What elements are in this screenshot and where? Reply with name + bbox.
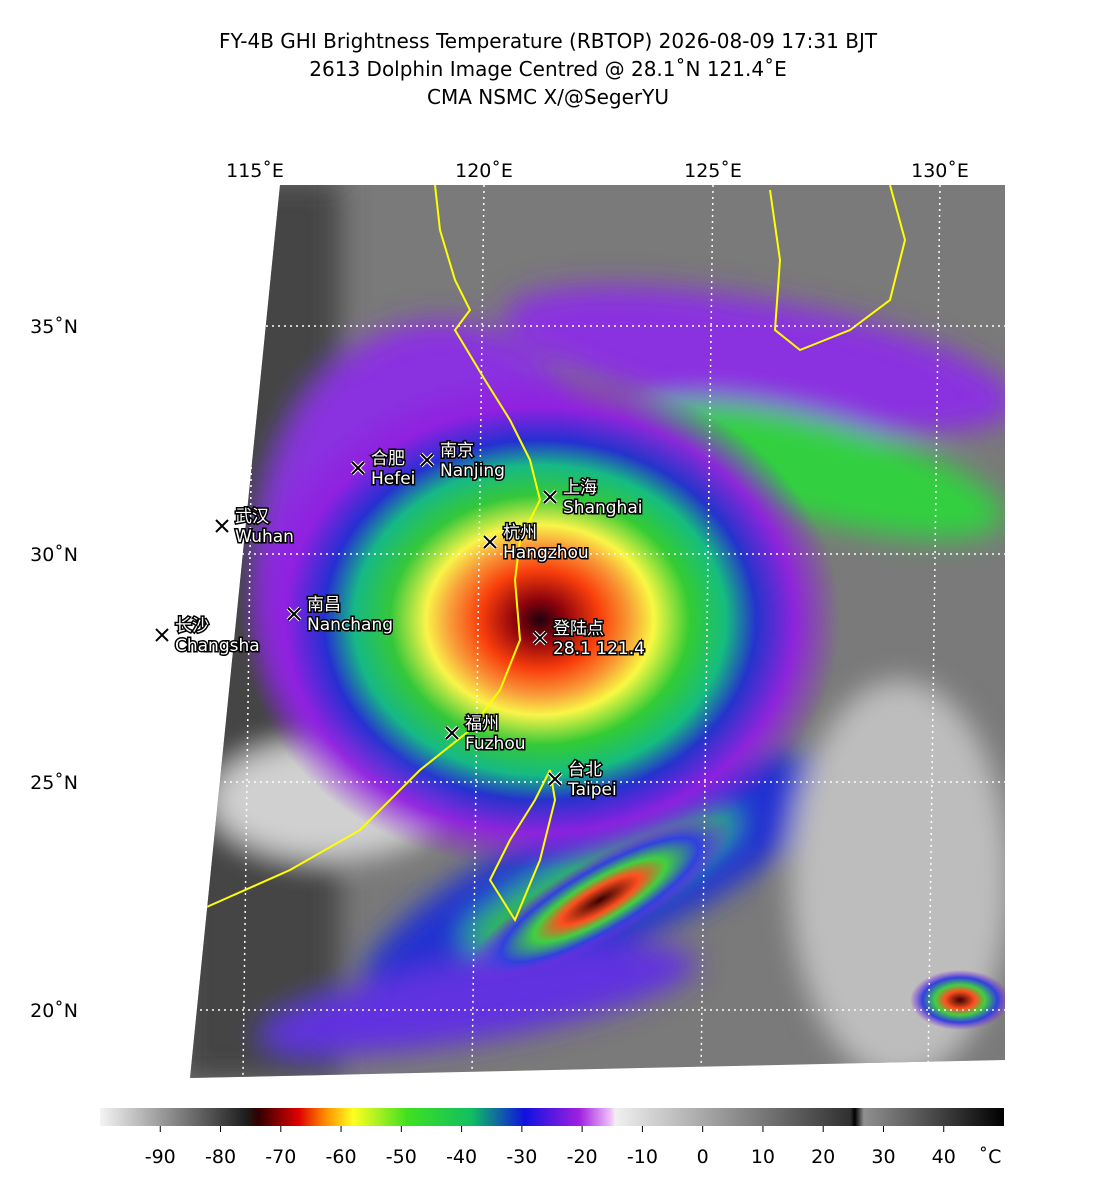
korea-japan	[769, 185, 907, 352]
place-marker	[445, 726, 459, 740]
colorbar-tick-label: 30	[871, 1146, 895, 1168]
place-marker	[420, 453, 434, 467]
colorbar-tick-label: -50	[386, 1146, 417, 1168]
place-name-zh: 长沙	[175, 616, 209, 636]
colorbar	[100, 1108, 1004, 1126]
title-line: 2613 Dolphin Image Centred @ 28.1˚N 121.…	[309, 57, 786, 81]
colorbar-tick-label: -40	[446, 1146, 477, 1168]
place-marker	[155, 628, 169, 642]
lon-label: 115˚E	[226, 160, 284, 182]
place-marker	[543, 490, 557, 504]
colorbar-tick-label: -30	[506, 1146, 537, 1168]
place-name-zh: 上海	[563, 478, 597, 498]
place-name-zh: 福州	[465, 714, 499, 734]
place-name-en: Wuhan	[235, 527, 294, 547]
meridian	[242, 184, 256, 1076]
place-name-zh: 登陆点	[553, 619, 604, 639]
colorbar-tick-label: -20	[567, 1146, 598, 1168]
place-name-en: 28.1 121.4	[553, 639, 645, 659]
title-line: FY-4B GHI Brightness Temperature (RBTOP)…	[219, 29, 878, 53]
place-name-en: Hangzhou	[503, 543, 589, 563]
place-name-en: Hefei	[371, 469, 415, 489]
meridian	[700, 184, 714, 1076]
place-marker	[533, 631, 547, 645]
place-name-zh: 武汉	[235, 507, 269, 527]
taiwan	[488, 769, 557, 923]
colorbar-tick-label: 10	[751, 1146, 775, 1168]
colorbar-tick-label: 20	[811, 1146, 835, 1168]
colorbar-tick-label: 0	[697, 1146, 709, 1168]
lon-label: 120˚E	[455, 160, 513, 182]
lat-label: 25˚N	[30, 772, 78, 794]
place-name-zh: 杭州	[503, 523, 537, 543]
place-name-en: Nanchang	[307, 615, 393, 635]
colorbar-tick-label: -90	[145, 1146, 176, 1168]
place-name-en: Nanjing	[440, 461, 505, 481]
lat-label: 30˚N	[30, 544, 78, 566]
graticule	[200, 184, 1005, 1076]
place-marker	[351, 461, 365, 475]
place-marker	[287, 607, 301, 621]
colorbar-unit: ˚C	[979, 1146, 1002, 1168]
place-name-en: Changsha	[175, 636, 260, 656]
colorbar-tick-label: -70	[265, 1146, 296, 1168]
satellite-image	[190, 185, 1005, 1078]
colorbar-tick-label: 40	[932, 1146, 956, 1168]
lat-label: 35˚N	[30, 316, 78, 338]
colorbar-tick-label: -60	[326, 1146, 357, 1168]
place-name-zh: 合肥	[371, 449, 405, 469]
meridian	[471, 184, 485, 1076]
place-name-en: Fuzhou	[465, 734, 526, 754]
place-marker	[215, 519, 229, 533]
coastline	[190, 185, 542, 941]
place-name-zh: 南昌	[307, 595, 341, 615]
place-marker	[483, 535, 497, 549]
colorbar-tick-label: -10	[627, 1146, 658, 1168]
place-marker	[548, 772, 562, 786]
lat-label: 20˚N	[30, 1000, 78, 1022]
lon-label: 125˚E	[684, 160, 742, 182]
title-line: CMA NSMC X/@SegerYU	[427, 85, 669, 109]
lon-label: 130˚E	[911, 160, 969, 182]
place-name-zh: 台北	[568, 760, 602, 780]
place-name-zh: 南京	[440, 441, 474, 461]
colorbar-tick-label: -80	[205, 1146, 236, 1168]
meridian	[927, 184, 941, 1076]
place-name-en: Taipei	[567, 780, 617, 800]
place-name-en: Shanghai	[563, 498, 642, 518]
